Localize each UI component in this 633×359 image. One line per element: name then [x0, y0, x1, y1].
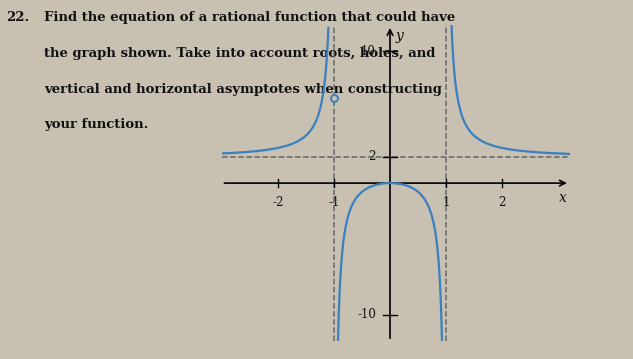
Text: 10: 10 [361, 45, 376, 58]
Text: 2: 2 [499, 196, 506, 209]
Text: -10: -10 [357, 308, 376, 321]
Text: vertical and horizontal asymptotes when constructing: vertical and horizontal asymptotes when … [44, 83, 442, 95]
Text: 22.: 22. [6, 11, 30, 24]
Text: 1: 1 [442, 196, 450, 209]
Text: y: y [396, 29, 403, 43]
Text: -2: -2 [272, 196, 284, 209]
Text: Find the equation of a rational function that could have: Find the equation of a rational function… [44, 11, 456, 24]
Text: your function.: your function. [44, 118, 149, 131]
Text: -1: -1 [328, 196, 339, 209]
Text: the graph shown. Take into account roots, holes, and: the graph shown. Take into account roots… [44, 47, 436, 60]
Text: 2: 2 [368, 150, 376, 163]
Text: x: x [559, 191, 567, 205]
